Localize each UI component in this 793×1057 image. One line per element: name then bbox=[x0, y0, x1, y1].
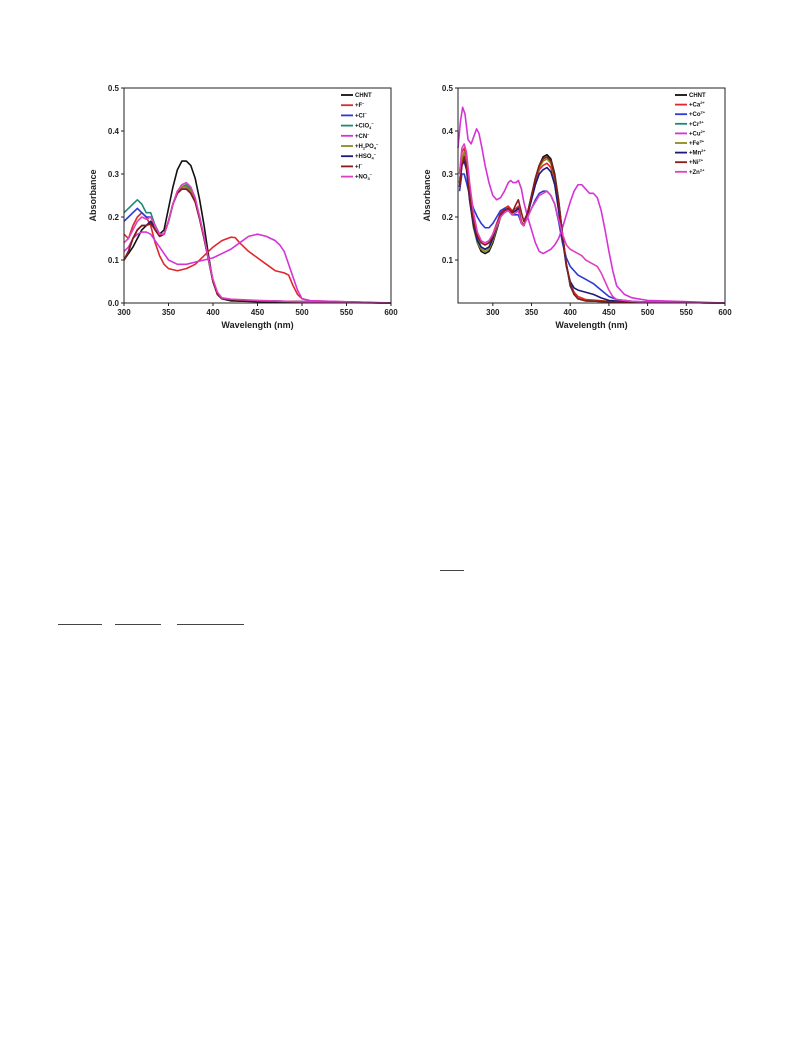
legend-entry: +Ca2+ bbox=[689, 100, 705, 109]
x-tick-label: 450 bbox=[602, 308, 616, 317]
legend-entry: +F− bbox=[355, 101, 365, 110]
legend-entry: +I− bbox=[355, 162, 363, 171]
legend: CHNT +F−+Cl−+ClO4−+CN− +H2PO4−+HSO4−+I−+NO… bbox=[337, 89, 390, 183]
legend-entry: +Cr3+ bbox=[689, 119, 704, 128]
legend-entry: +H2PO4− bbox=[355, 142, 379, 151]
x-tick-label: 400 bbox=[564, 308, 578, 317]
y-tick-label: 0.3 bbox=[442, 170, 454, 179]
y-tick-label: 0.1 bbox=[442, 256, 454, 265]
x-tick-label: 550 bbox=[680, 308, 694, 317]
legend-entry: +HSO4− bbox=[355, 152, 377, 161]
series-line-4 bbox=[457, 106, 726, 304]
x-tick-label: 350 bbox=[162, 308, 176, 317]
x-tick-label: 600 bbox=[384, 308, 398, 317]
legend-entry: +NO3− bbox=[355, 172, 373, 181]
page-rule bbox=[115, 624, 161, 625]
page-rule bbox=[440, 570, 464, 571]
x-tick-label: 450 bbox=[251, 308, 265, 317]
legend-entry: +Co2+ bbox=[689, 110, 706, 119]
y-axis-title: Absorbance bbox=[88, 169, 98, 221]
legend-entry: +Ni2+ bbox=[689, 158, 704, 167]
series-line-4 bbox=[123, 231, 392, 304]
series-line-7 bbox=[123, 188, 392, 304]
y-tick-label: 0.1 bbox=[108, 256, 120, 265]
series-line-8 bbox=[458, 143, 726, 304]
cation-absorbance-chart: 300 350 400 450 500 550 600 0.1 0.2 0.3 0.4 0.5 Wave… bbox=[422, 84, 732, 330]
legend-entry: +ClO4− bbox=[355, 121, 374, 130]
plot-frame bbox=[457, 87, 726, 304]
x-tick-label: 300 bbox=[486, 308, 500, 317]
series-line-3 bbox=[458, 156, 726, 304]
page-rule bbox=[177, 624, 244, 625]
legend-entry: +Cl− bbox=[355, 111, 368, 120]
x-tick-label: 500 bbox=[295, 308, 309, 317]
x-tick-label: 350 bbox=[525, 308, 539, 317]
legend-entry: +Mn2+ bbox=[689, 148, 706, 157]
legend-entry: +Cu2+ bbox=[689, 129, 706, 138]
x-tick-label: 400 bbox=[206, 308, 220, 317]
legend-entry: +CN− bbox=[355, 131, 370, 140]
y-tick-label: 0.2 bbox=[108, 213, 120, 222]
legend-entry: +Zn2+ bbox=[689, 167, 705, 176]
y-tick-label: 0.3 bbox=[108, 170, 120, 179]
series-line-8 bbox=[123, 181, 392, 304]
legend-entry: +Fe3+ bbox=[689, 139, 705, 148]
x-tick-label: 600 bbox=[718, 308, 732, 317]
legend-entry: CHNT bbox=[689, 93, 706, 99]
series-line-6 bbox=[458, 160, 726, 304]
page-rule bbox=[58, 624, 102, 625]
y-axis-title: Absorbance bbox=[422, 169, 432, 221]
y-tick-label: 0.5 bbox=[442, 84, 454, 93]
series-line-3 bbox=[123, 183, 392, 304]
series-line-7 bbox=[458, 156, 726, 304]
x-tick-label: 300 bbox=[117, 308, 131, 317]
y-tick-label: 0.5 bbox=[108, 84, 120, 93]
x-axis-title: Wavelength (nm) bbox=[555, 320, 627, 330]
series-line-5 bbox=[123, 186, 392, 304]
y-tick-label: 0.2 bbox=[442, 213, 454, 222]
x-tick-label: 500 bbox=[641, 308, 655, 317]
x-axis-title: Wavelength (nm) bbox=[221, 320, 293, 330]
y-tick-label: 0.0 bbox=[108, 299, 120, 308]
legend: CHNT+Ca2++Co2++Cr3++Cu2++Fe3++Mn2++Ni2++… bbox=[671, 89, 724, 178]
series-line-2 bbox=[123, 186, 392, 304]
series-line-6 bbox=[123, 188, 392, 304]
anion-absorbance-chart: 300 350 400 450 500 550 600 0.0 0.1 0.2 0.3 0.4 0.5 W… bbox=[88, 84, 398, 330]
legend-entry: CHNT bbox=[355, 93, 372, 99]
y-tick-label: 0.4 bbox=[442, 127, 454, 136]
y-tick-label: 0.4 bbox=[108, 127, 120, 136]
x-tick-label: 550 bbox=[340, 308, 354, 317]
